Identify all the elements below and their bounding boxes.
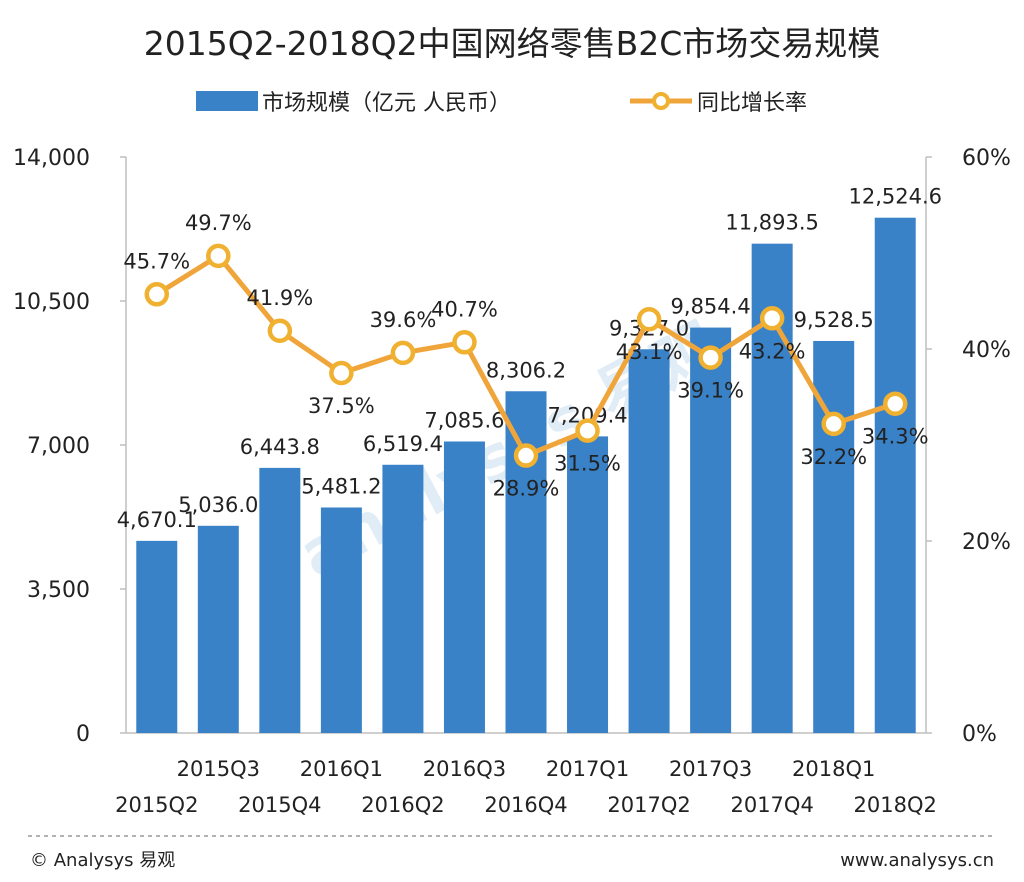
growth-marker	[452, 330, 477, 355]
bar-value-label: 6,519.4	[363, 432, 443, 456]
growth-marker	[329, 360, 354, 386]
x-category-label: 2016Q1	[300, 757, 383, 781]
growth-marker	[636, 306, 662, 332]
footer-copyright: © Analysys 易观	[30, 850, 175, 871]
growth-marker	[390, 340, 416, 366]
y-left-tick-label: 0	[76, 722, 90, 747]
bar-value-label: 9,528.5	[794, 308, 874, 332]
x-category-label: 2015Q4	[238, 793, 321, 817]
legend-bar-swatch	[196, 91, 258, 111]
growth-value-label: 32.2%	[800, 445, 867, 469]
bar	[628, 349, 670, 733]
bar-value-label: 11,893.5	[725, 211, 819, 235]
growth-value-label: 43.2%	[739, 339, 806, 363]
bar-value-label: 9,854.4	[671, 295, 751, 319]
x-category-label: 2018Q2	[854, 793, 937, 817]
bar	[259, 467, 301, 733]
growth-value-label: 41.9%	[246, 286, 313, 310]
bar-value-label: 4,670.1	[117, 508, 197, 532]
y-right-tick-label: 40%	[962, 338, 1011, 363]
bar	[136, 540, 178, 733]
bar-value-label: 7,085.6	[424, 408, 504, 432]
bar-value-label: 8,306.2	[486, 358, 566, 382]
bar	[690, 327, 732, 733]
bar-value-label: 6,443.8	[240, 435, 320, 459]
bar	[443, 441, 485, 733]
growth-value-label: 34.3%	[862, 425, 929, 449]
x-category-label: 2016Q3	[423, 757, 506, 781]
growth-marker	[575, 418, 600, 443]
legend-line-label: 同比增长率	[697, 91, 807, 116]
x-category-label: 2017Q2	[607, 793, 690, 817]
growth-marker	[882, 391, 908, 416]
category-labels: 2015Q2 2015Q3 2015Q4 2016Q1 2016Q2 2016Q3 2016…	[115, 757, 937, 817]
bars	[136, 217, 916, 734]
growth-marker	[759, 306, 785, 331]
growth-value-label: 43.1%	[616, 340, 683, 364]
x-category-label: 2015Q3	[177, 757, 260, 781]
bar	[874, 217, 916, 734]
growth-line-layer	[144, 243, 908, 468]
y-left-tick-label: 14,000	[13, 146, 90, 171]
x-category-label: 2017Q1	[546, 757, 629, 781]
y-left-tick-label: 10,500	[13, 290, 90, 315]
growth-marker	[144, 282, 170, 307]
bar-value-label: 5,036.0	[178, 493, 258, 517]
growth-value-label: 45.7%	[123, 249, 190, 273]
bar	[320, 507, 362, 733]
growth-value-label: 31.5%	[554, 452, 621, 476]
y-left-tick-label: 7,000	[27, 434, 90, 459]
growth-value-label: 40.7%	[431, 297, 498, 321]
legend-line-marker	[652, 92, 670, 110]
bar	[567, 436, 609, 733]
x-category-label: 2016Q2	[361, 793, 444, 817]
growth-marker	[698, 345, 723, 370]
growth-marker	[821, 411, 846, 437]
pct-labels: 45.7% 49.7% 41.9% 37.5% 39.6%40.7% 28.9%31.5%…	[123, 211, 928, 501]
x-category-label: 2015Q2	[115, 793, 198, 817]
y-left-tick-label: 3,500	[27, 578, 90, 603]
growth-marker	[513, 443, 539, 468]
x-category-label: 2018Q1	[792, 757, 875, 781]
bar	[197, 525, 239, 733]
bar-value-label: 5,481.2	[301, 474, 381, 498]
y-right-tick-label: 20%	[962, 530, 1011, 555]
growth-value-label: 39.6%	[370, 308, 437, 332]
growth-value-label: 39.1%	[677, 379, 744, 403]
x-category-label: 2016Q4	[484, 793, 567, 817]
y-right-tick-label: 60%	[962, 146, 1011, 171]
growth-value-label: 37.5%	[308, 394, 375, 418]
x-category-label: 2017Q3	[669, 757, 752, 781]
legend: 市场规模（亿元 人民币） 同比增长率	[196, 91, 807, 116]
bar	[505, 391, 547, 733]
growth-marker	[267, 318, 293, 344]
legend-bar-label: 市场规模（亿元 人民币）	[262, 91, 511, 116]
bar-value-label: 12,524.6	[848, 185, 942, 209]
growth-marker	[206, 243, 231, 269]
bar	[813, 340, 855, 733]
growth-value-label: 28.9%	[493, 477, 560, 501]
footer-website[interactable]: www.analysys.cn	[840, 850, 994, 871]
chart-title: 2015Q2-2018Q2中国网络零售B2C市场交易规模	[144, 24, 881, 63]
growth-value-label: 49.7%	[185, 211, 252, 235]
bar	[382, 464, 424, 733]
axes: 0 3,500 7,000 10,500 14,000 0% 20% 40% 60%	[13, 146, 1011, 747]
y-right-tick-label: 0%	[962, 722, 997, 747]
bar-labels: 4,670.15,036.0 6,443.8 5,481.2 6,519.47,085…	[117, 185, 942, 532]
x-category-label: 2017Q4	[730, 793, 813, 817]
